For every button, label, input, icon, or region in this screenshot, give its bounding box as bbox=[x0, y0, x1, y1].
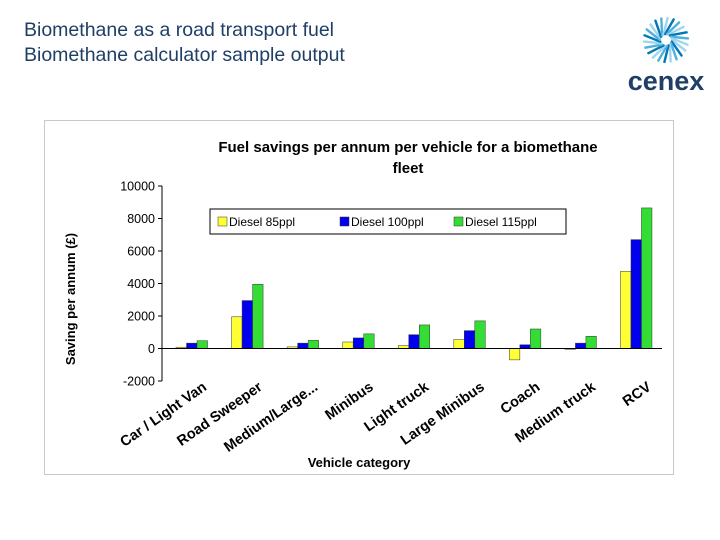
y-tick-label: 6000 bbox=[127, 245, 155, 259]
logo-swirl-stroke bbox=[651, 44, 667, 59]
bar-2 bbox=[408, 334, 420, 349]
logo-swirl-stroke bbox=[644, 43, 664, 49]
logo-swirl-stroke bbox=[670, 37, 689, 46]
logo-swirl-stroke bbox=[642, 40, 663, 45]
legend-box bbox=[209, 208, 567, 235]
legend-label: Diesel 115ppl bbox=[465, 215, 537, 229]
y-tick-label: -2000 bbox=[123, 375, 155, 389]
logo-swirl-stroke bbox=[668, 43, 672, 63]
logo-swirl-stroke bbox=[665, 21, 681, 36]
x-tick-label: RCV bbox=[620, 379, 655, 410]
logo-swirl-stroke bbox=[645, 28, 662, 42]
legend-swatch bbox=[217, 216, 228, 227]
bar-2 bbox=[464, 330, 476, 349]
slide-title-line-1: Biomethane as a road transport fuel bbox=[24, 19, 335, 41]
y-tick-label: 2000 bbox=[127, 310, 155, 324]
logo-swirl-stroke bbox=[670, 40, 683, 57]
logo-swirl-stroke bbox=[662, 16, 669, 36]
bar-1 bbox=[342, 341, 354, 349]
x-axis-label: Vehicle category bbox=[308, 455, 411, 470]
bar-1 bbox=[231, 316, 243, 349]
logo-swirl-stroke bbox=[643, 34, 662, 43]
y-tick-label: 10000 bbox=[120, 180, 155, 194]
bar-3 bbox=[363, 333, 375, 349]
x-tick-label: Coach bbox=[498, 379, 543, 418]
bar-2 bbox=[630, 239, 642, 349]
slide-title-line-2: Biomethane calculator sample output bbox=[24, 44, 345, 66]
bar-3 bbox=[641, 207, 653, 349]
bar-3 bbox=[307, 340, 319, 349]
cenex-swirl-icon: cenex bbox=[628, 16, 705, 96]
bar-1 bbox=[453, 339, 465, 349]
logo-swirl-stroke bbox=[667, 25, 685, 36]
y-axis-label: Saving per annum (£) bbox=[63, 233, 78, 365]
chart-legend: Diesel 85ppl Diesel 100ppl Diesel 115ppl bbox=[209, 208, 567, 235]
x-tick-label: Medium/Large... bbox=[221, 379, 321, 455]
chart-title-line-1: Fuel savings per annum per vehicle for a… bbox=[218, 139, 597, 156]
bar-2 bbox=[519, 344, 531, 349]
bar-2 bbox=[352, 337, 364, 349]
bar-3 bbox=[419, 324, 430, 349]
bar-3 bbox=[252, 284, 264, 349]
bar-3 bbox=[474, 320, 486, 349]
logo-swirl-stroke bbox=[669, 35, 690, 40]
y-tick-label: 0 bbox=[148, 342, 155, 356]
logo-swirl-stroke bbox=[660, 17, 664, 37]
logo-swirl-stroke bbox=[670, 38, 687, 52]
logo-swirl-stroke bbox=[647, 44, 665, 55]
y-tick-label: 8000 bbox=[127, 212, 155, 226]
logo-swirl-stroke bbox=[649, 23, 662, 40]
bar-3 bbox=[530, 328, 542, 349]
bar-2 bbox=[186, 342, 198, 349]
slide-title: Biomethane as a road transport fuel Biom… bbox=[24, 18, 345, 68]
cenex-logo: cenex bbox=[618, 12, 714, 100]
bar-3 bbox=[196, 340, 208, 349]
legend-label: Diesel 85ppl bbox=[229, 215, 295, 229]
chart-title-line-2: fleet bbox=[393, 160, 424, 177]
bar-2 bbox=[241, 300, 253, 349]
logo-swirl-stroke bbox=[669, 42, 678, 61]
bar-2 bbox=[575, 342, 587, 349]
bar-1 bbox=[620, 271, 632, 349]
legend-swatch bbox=[453, 216, 464, 227]
chart-frame: Fuel savings per annum per vehicle for a… bbox=[44, 120, 674, 475]
logo-swirl-stroke bbox=[663, 18, 675, 36]
bar-1 bbox=[509, 348, 521, 361]
logo-swirl-stroke bbox=[654, 19, 663, 38]
logo-text: cenex bbox=[628, 66, 705, 96]
logo-swirl-stroke bbox=[657, 44, 669, 62]
logo-swirl-stroke bbox=[663, 44, 670, 64]
logo-swirl-stroke bbox=[668, 31, 688, 37]
legend-swatch bbox=[339, 216, 350, 227]
bar-2 bbox=[297, 342, 309, 349]
y-tick-label: 4000 bbox=[127, 277, 155, 291]
bar-3 bbox=[585, 336, 597, 349]
bar-chart: Fuel savings per annum per vehicle for a… bbox=[63, 139, 662, 470]
legend-label: Diesel 100ppl bbox=[351, 215, 424, 229]
